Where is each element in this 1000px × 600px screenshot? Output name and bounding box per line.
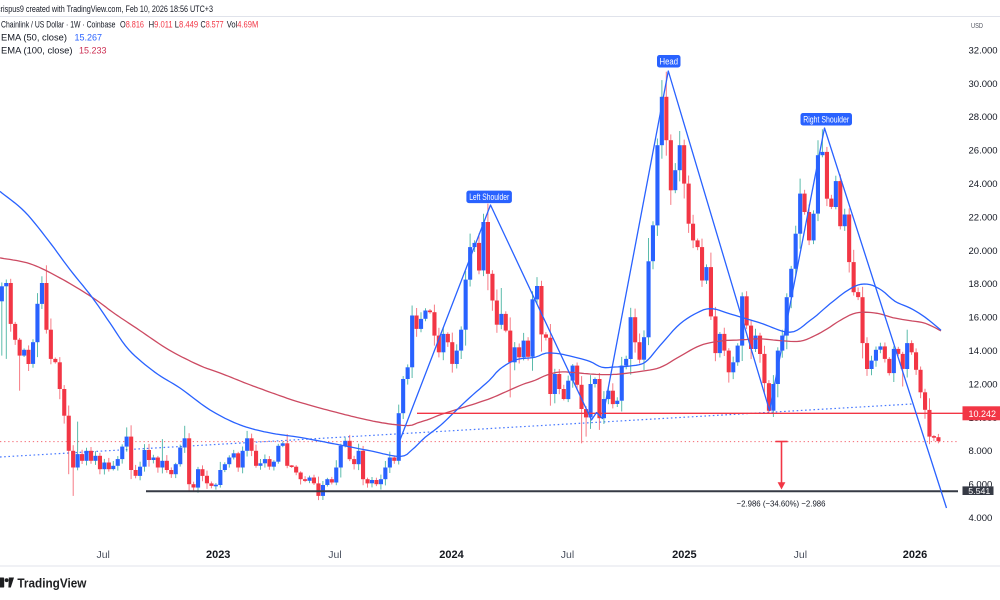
svg-text:EMA (50, close): EMA (50, close) — [1, 33, 67, 43]
svg-text:Right Shoulder: Right Shoulder — [803, 114, 849, 124]
svg-text:32.000: 32.000 — [969, 45, 998, 56]
svg-text:14.000: 14.000 — [969, 346, 998, 357]
svg-text:2023: 2023 — [206, 549, 230, 561]
svg-text:15.267: 15.267 — [75, 33, 103, 43]
svg-text:28.000: 28.000 — [969, 112, 998, 123]
svg-text:2025: 2025 — [672, 549, 696, 561]
svg-text:2026: 2026 — [903, 549, 927, 561]
svg-text:C8.577: C8.577 — [201, 20, 224, 30]
svg-text:26.000: 26.000 — [969, 146, 998, 157]
svg-text:16.000: 16.000 — [969, 313, 998, 324]
svg-text:TradingView: TradingView — [17, 577, 86, 591]
svg-text:15.233: 15.233 — [79, 46, 107, 56]
svg-text:24.000: 24.000 — [969, 179, 998, 190]
svg-text:2024: 2024 — [439, 549, 464, 561]
svg-text:5.541: 5.541 — [968, 487, 991, 496]
svg-text:Jul: Jul — [561, 549, 574, 561]
svg-text:18.000: 18.000 — [969, 279, 998, 290]
svg-text:20.000: 20.000 — [969, 246, 998, 257]
svg-text:Chainlink / US Dollar · 1W · C: Chainlink / US Dollar · 1W · Coinbase — [1, 20, 116, 30]
svg-text:−2.986 (−34.60%) −2.986: −2.986 (−34.60%) −2.986 — [737, 499, 826, 509]
svg-text:H9.011: H9.011 — [149, 20, 173, 30]
svg-text:Jul: Jul — [328, 549, 341, 561]
svg-text:Jul: Jul — [794, 549, 807, 561]
svg-text:O8.816: O8.816 — [120, 20, 144, 30]
svg-text:Head: Head — [660, 56, 679, 66]
svg-text:22.000: 22.000 — [969, 212, 998, 223]
svg-text:8.000: 8.000 — [969, 446, 993, 457]
svg-text:L8.449: L8.449 — [175, 20, 198, 30]
svg-text:30.000: 30.000 — [969, 79, 998, 90]
svg-text:EMA (100, close): EMA (100, close) — [1, 46, 73, 56]
svg-text:6.000: 6.000 — [969, 480, 993, 491]
svg-text:4.000: 4.000 — [969, 513, 993, 524]
svg-text:12.000: 12.000 — [969, 379, 998, 390]
svg-text:Vol4.69M: Vol4.69M — [227, 20, 259, 30]
svg-text:Left Shoulder: Left Shoulder — [469, 192, 509, 202]
svg-text:10.242: 10.242 — [969, 409, 997, 419]
svg-text:USD: USD — [971, 21, 983, 30]
svg-text:Jul: Jul — [96, 549, 109, 561]
svg-text:crispus9 created with TradingV: crispus9 created with TradingView.com, F… — [0, 4, 213, 14]
